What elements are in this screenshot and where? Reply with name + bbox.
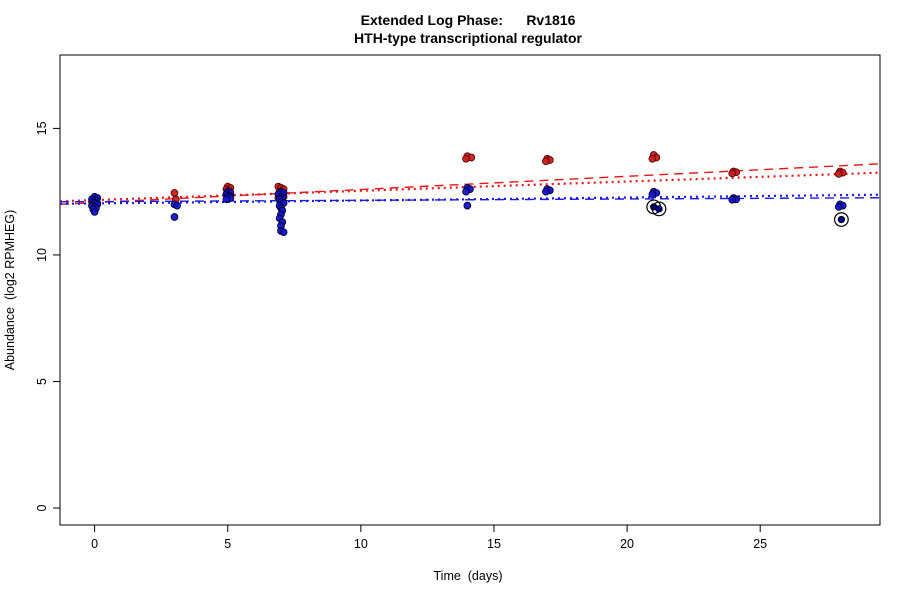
axes: 0 5 10 15 20 25 0 5 10 15 — [35, 121, 767, 551]
outlier-markers — [646, 199, 849, 227]
red-point — [170, 189, 179, 197]
outlier-ring — [833, 212, 849, 227]
blue-point — [279, 228, 288, 237]
red-point — [834, 170, 843, 178]
trend-line-blue-longdash — [59, 197, 881, 203]
blue-point — [462, 187, 470, 196]
blue-point — [728, 195, 737, 204]
x-axis-label: Time (days) — [434, 569, 503, 583]
blue-point — [90, 208, 99, 216]
red-point — [462, 154, 470, 163]
blue-point — [834, 203, 843, 211]
outlier-point — [837, 215, 846, 224]
x-tick-label: 5 — [224, 537, 231, 551]
red-point — [648, 154, 657, 163]
x-tick-label: 20 — [620, 537, 634, 551]
outlier-ring — [651, 201, 667, 217]
x-tick-label: 10 — [354, 537, 368, 551]
blue-point — [542, 187, 550, 196]
data-points — [88, 151, 847, 237]
y-tick-label: 5 — [35, 378, 49, 385]
blue-point — [173, 201, 181, 210]
chart-title: Extended Log Phase: Rv1816 — [361, 12, 576, 28]
chart-subtitle: HTH-type transcriptional regulator — [354, 30, 582, 46]
x-tick-label: 0 — [91, 537, 98, 551]
y-tick-label: 15 — [35, 121, 49, 135]
x-tick-label: 25 — [753, 537, 767, 551]
red-point — [542, 157, 550, 166]
y-tick-label: 0 — [35, 505, 49, 512]
trend-lines — [59, 163, 881, 206]
blue-point — [463, 201, 472, 210]
x-tick-label: 15 — [487, 537, 501, 551]
blue-point — [648, 190, 657, 199]
y-axis-label: Abundance (log2 RPMHEG) — [3, 210, 17, 371]
trend-line-red-longdash — [59, 163, 881, 206]
y-tick-label: 10 — [35, 248, 49, 262]
plot-border — [59, 54, 881, 526]
outlier-point — [655, 205, 663, 213]
red-point — [728, 169, 737, 178]
blue-point — [222, 195, 231, 204]
blue-point — [170, 213, 179, 221]
